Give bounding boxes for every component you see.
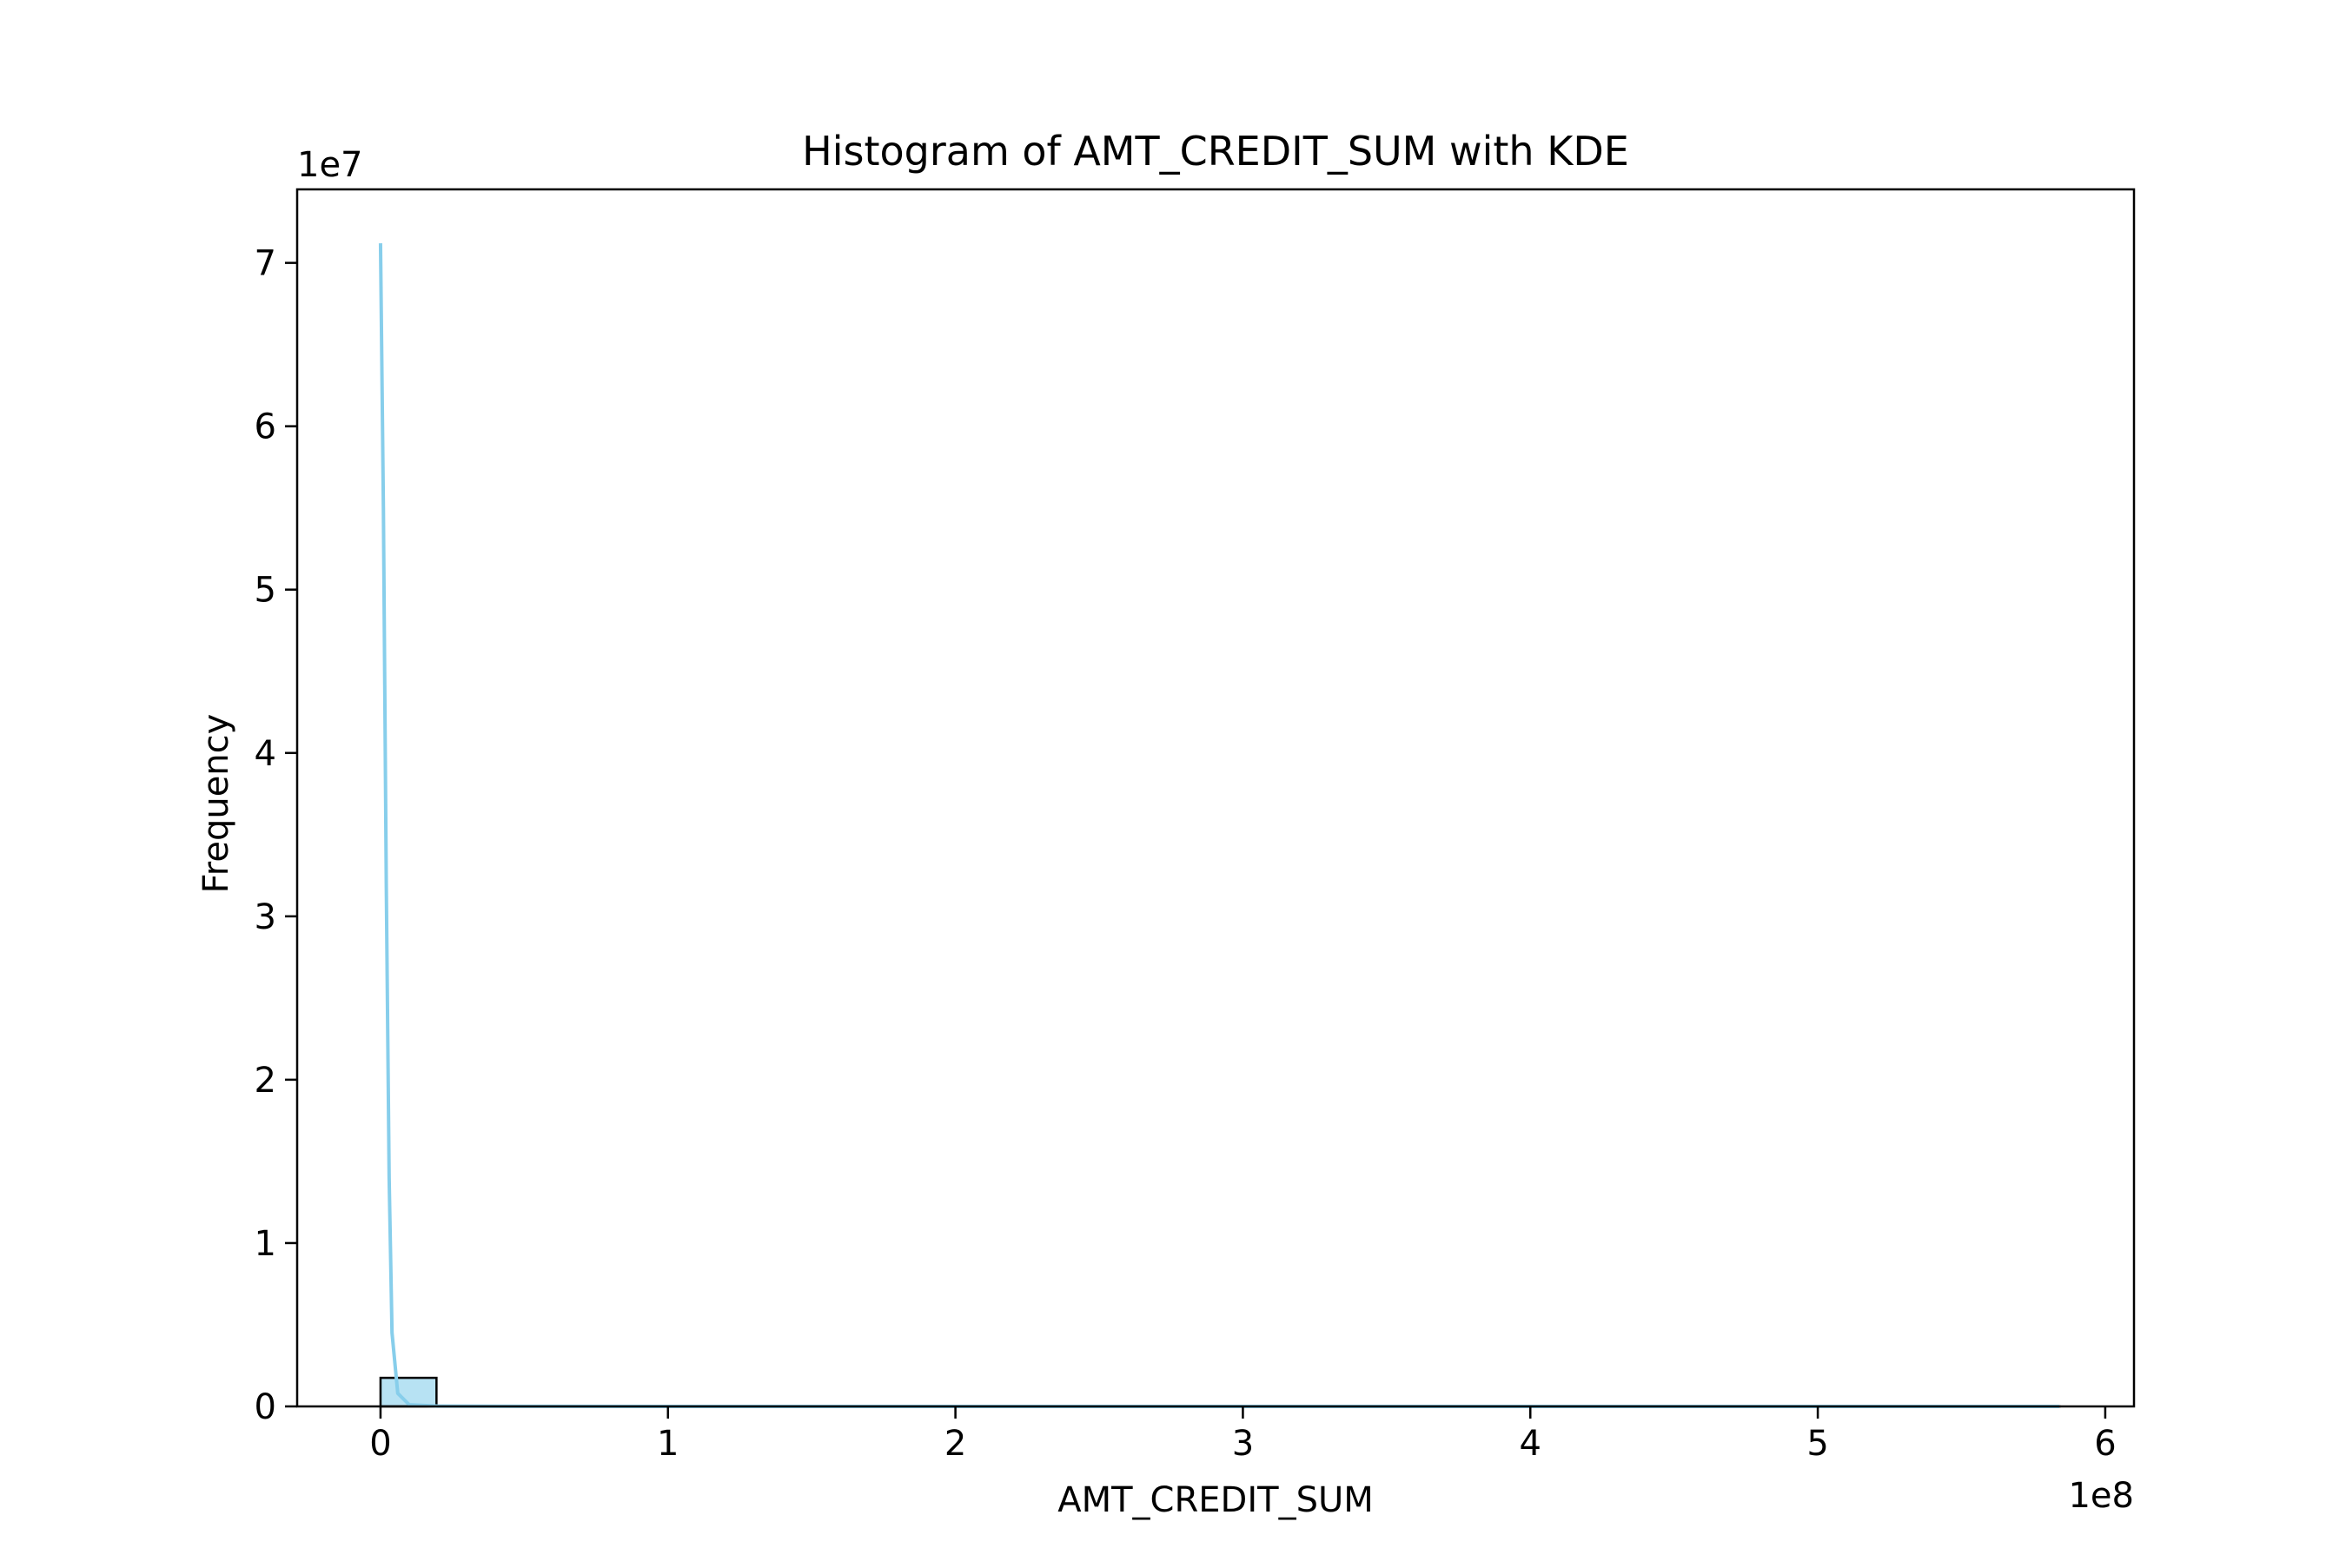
x-tick-label: 6 (2094, 1424, 2116, 1464)
x-axis-label: AMT_CREDIT_SUM (1057, 1480, 1374, 1520)
x-tick-label: 5 (1806, 1424, 1828, 1464)
y-tick-label: 5 (255, 571, 276, 611)
x-tick-label: 3 (1232, 1424, 1254, 1464)
y-tick-label: 6 (255, 407, 276, 447)
x-offset-label: 1e8 (2068, 1476, 2134, 1516)
y-tick-label: 1 (255, 1224, 276, 1264)
x-tick-label: 4 (1520, 1424, 1541, 1464)
y-tick-label: 0 (255, 1387, 276, 1427)
y-offset-label: 1e7 (297, 145, 363, 185)
y-axis-label: Frequency (196, 714, 236, 894)
y-tick-label: 4 (255, 734, 276, 774)
x-tick-label: 2 (944, 1424, 966, 1464)
y-tick-label: 7 (255, 244, 276, 284)
y-tick-label: 3 (255, 897, 276, 937)
x-tick-label: 0 (369, 1424, 391, 1464)
chart-title: Histogram of AMT_CREDIT_SUM with KDE (802, 128, 1629, 175)
y-tick-label: 2 (255, 1061, 276, 1101)
x-tick-label: 1 (657, 1424, 679, 1464)
